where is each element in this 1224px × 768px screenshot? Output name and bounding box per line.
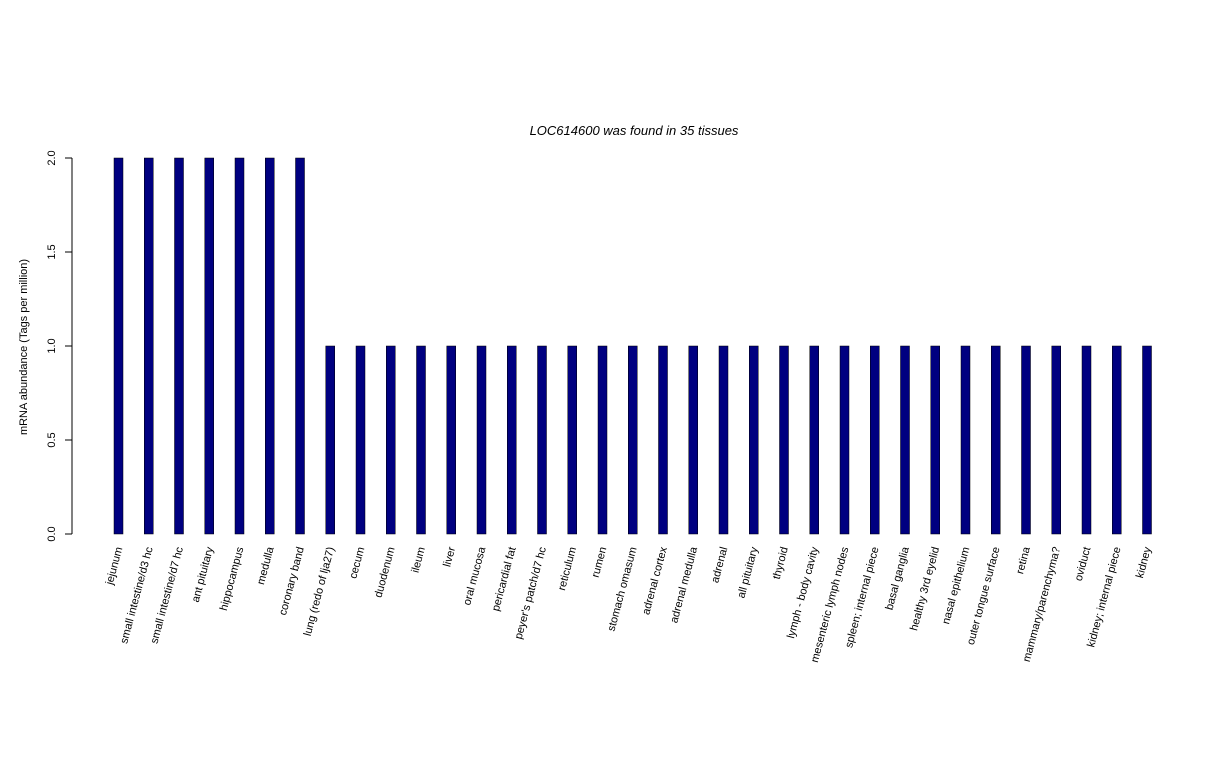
- bar: [144, 157, 154, 535]
- y-axis: 0.0 0.5 1.0 1.5 2.0: [46, 150, 73, 542]
- y-tick-label: 2.0: [46, 150, 58, 165]
- bar: [174, 157, 184, 535]
- x-category-label: stomach omasum: [606, 546, 640, 633]
- bar: [628, 345, 638, 535]
- bar: [204, 157, 214, 535]
- x-category-label: reticulum: [556, 546, 579, 592]
- x-category-label: spleen; internal piece: [843, 546, 882, 650]
- bar: [870, 345, 880, 535]
- bar: [991, 345, 1001, 535]
- bar: [567, 345, 577, 535]
- bar: [930, 345, 940, 535]
- x-category-label: adrenal: [709, 546, 730, 585]
- bar: [809, 345, 819, 535]
- bar: [688, 345, 698, 535]
- y-tick-label: 0.5: [46, 432, 58, 447]
- bar: [658, 345, 668, 535]
- x-category-label: nasal epithelium: [940, 546, 972, 626]
- x-category-label: kidney; internal piece: [1085, 546, 1123, 649]
- bar: [1142, 345, 1152, 535]
- bar: [1051, 345, 1061, 535]
- bar: [718, 345, 729, 535]
- bar: [265, 157, 275, 535]
- bar: [1021, 345, 1031, 535]
- x-category-label: ileum: [410, 546, 428, 575]
- y-axis-label: mRNA abundance (Tags per million): [18, 259, 30, 435]
- x-category-label: coronary band: [277, 546, 307, 617]
- x-category-label: ant pituitary: [190, 545, 216, 604]
- x-category-label: adrenal medulla: [668, 545, 700, 625]
- y-tick-label: 1.5: [46, 244, 58, 259]
- y-tick-label: 1.0: [46, 338, 58, 353]
- x-category-label: rumen: [590, 546, 610, 579]
- x-category-label: retina: [1014, 545, 1033, 576]
- x-category-label: duodenum: [373, 546, 398, 599]
- bar: [295, 157, 305, 535]
- x-category-label: all pituitary: [735, 545, 760, 599]
- bar: [900, 345, 910, 535]
- x-category-label: pericardial fat: [490, 546, 519, 613]
- bar: [749, 345, 759, 535]
- x-category-label: oral mucosa: [461, 545, 488, 607]
- bar: [1112, 345, 1122, 535]
- x-category-label: jejunum: [104, 546, 126, 587]
- x-category-label: kidney: [1134, 545, 1154, 579]
- bar: [113, 157, 124, 535]
- bar: [507, 345, 517, 535]
- bar: [234, 157, 245, 535]
- y-tick-label: 0.0: [46, 526, 58, 541]
- x-category-label: cecum: [347, 546, 367, 580]
- x-category-label: thyroid: [771, 546, 791, 581]
- bar: [386, 345, 396, 535]
- bar: [779, 345, 789, 535]
- x-category-label: medulla: [255, 545, 277, 586]
- x-category-label: outer tongue surface: [965, 546, 1003, 647]
- x-category-label: liver: [441, 545, 458, 568]
- bar: [597, 345, 608, 535]
- bar: [325, 345, 335, 535]
- bar: [839, 345, 850, 535]
- x-category-label: healthy 3rd eyelid: [908, 546, 942, 632]
- bar: [960, 345, 971, 535]
- bar: [446, 345, 456, 535]
- x-category-label: basal ganglia: [884, 545, 913, 612]
- bar: [476, 345, 487, 535]
- chart-title: LOC614600 was found in 35 tissues: [530, 123, 739, 138]
- x-category-label: peyer's patch/d7 hc: [513, 545, 549, 640]
- x-category-label: adrenal cortex: [640, 545, 670, 616]
- x-category-label: lung (redo of lja27): [302, 546, 337, 638]
- x-category-label: hippocampus: [218, 545, 247, 612]
- bar: [416, 345, 426, 535]
- bar: [537, 345, 547, 535]
- x-category-label: small intestine/d7 hc: [149, 545, 187, 645]
- bar: [355, 345, 366, 535]
- x-category-label: oviduct: [1073, 546, 1094, 583]
- x-category-label: lymph - body cavity: [785, 545, 821, 640]
- bar: [1081, 345, 1092, 535]
- bars-group: [113, 157, 1152, 535]
- x-category-label: small intestine/d3 hc: [118, 545, 156, 645]
